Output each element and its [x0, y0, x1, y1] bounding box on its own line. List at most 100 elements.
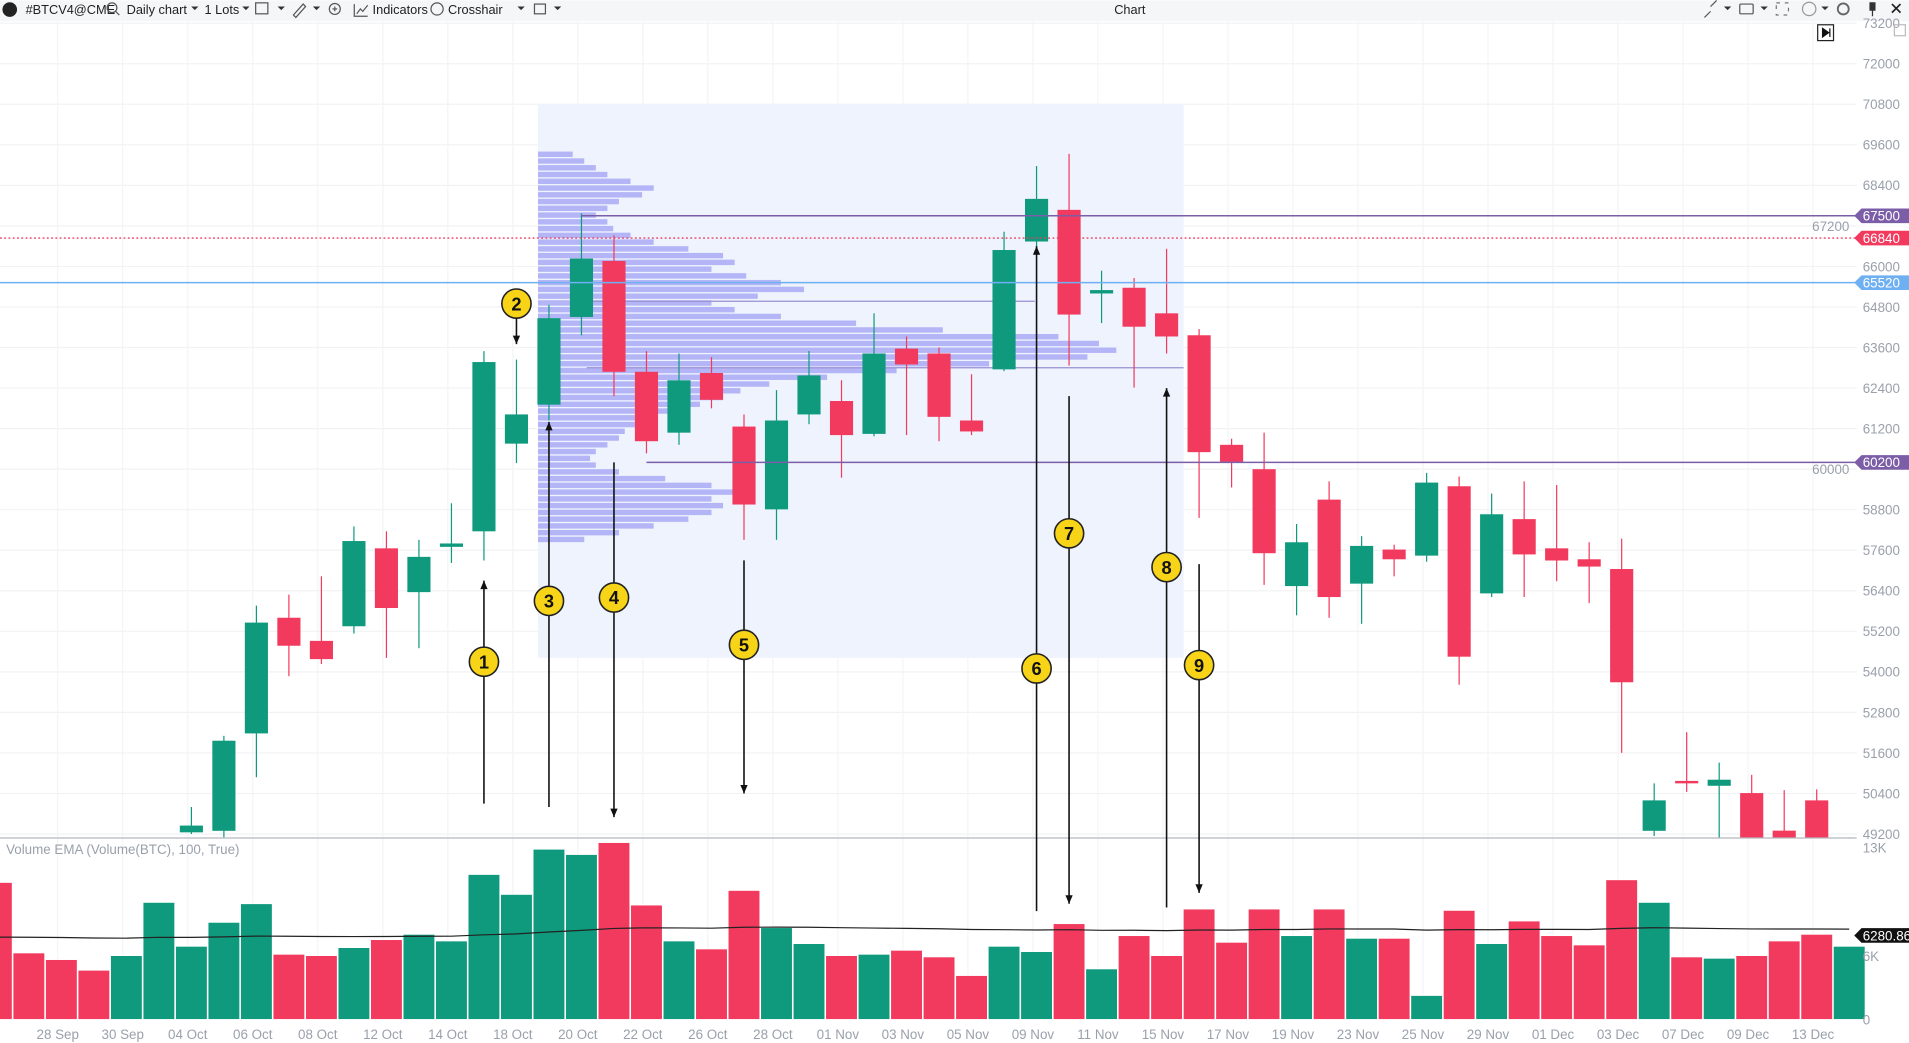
candle[interactable]	[504, 359, 529, 464]
chevron-down-icon[interactable]	[1723, 6, 1732, 11]
candle[interactable]	[667, 353, 691, 445]
indicators-button[interactable]: Indicators	[373, 2, 428, 17]
candle[interactable]	[115, 861, 138, 885]
candle[interactable]	[1545, 485, 1569, 582]
candle-body	[602, 260, 626, 372]
annotation-1: 1	[468, 580, 500, 804]
candle[interactable]	[1740, 774, 1764, 848]
candle[interactable]	[1382, 544, 1406, 577]
theme-circle-icon[interactable]	[1801, 1, 1817, 17]
candle[interactable]	[472, 351, 496, 561]
camera-icon[interactable]	[1739, 3, 1754, 15]
candle[interactable]	[829, 380, 854, 478]
candle[interactable]	[602, 235, 626, 397]
candle[interactable]	[1415, 472, 1439, 562]
candle[interactable]	[1024, 165, 1049, 251]
zoom-in-icon[interactable]	[328, 2, 341, 16]
candle-body	[862, 353, 886, 434]
volume-bar	[12, 952, 46, 1020]
candle[interactable]	[569, 213, 594, 336]
candle[interactable]	[634, 351, 659, 454]
candle[interactable]	[82, 858, 105, 885]
candle-body	[374, 548, 398, 609]
gear-icon[interactable]	[1836, 2, 1850, 16]
candle[interactable]	[244, 605, 268, 778]
candle[interactable]	[1090, 270, 1114, 324]
chevron-down-icon[interactable]	[312, 6, 321, 11]
window-title: Chart	[1114, 2, 1146, 17]
candle[interactable]	[537, 304, 561, 421]
candle[interactable]	[1187, 329, 1211, 518]
candle[interactable]	[309, 576, 333, 664]
candle[interactable]	[407, 539, 431, 649]
symbol-selector[interactable]: #BTCV4@CME	[26, 2, 116, 17]
candle[interactable]	[1707, 762, 1731, 841]
candle[interactable]	[374, 531, 398, 658]
candle[interactable]	[179, 806, 203, 835]
candle[interactable]	[1610, 538, 1634, 753]
candle[interactable]	[1577, 542, 1601, 604]
profile-bar	[538, 192, 643, 198]
candle[interactable]	[212, 735, 236, 838]
candle[interactable]	[894, 336, 919, 436]
price-tick-label: 64800	[1863, 300, 1900, 315]
candle[interactable]	[1838, 837, 1861, 864]
volume-bar	[955, 975, 988, 1020]
pencil-icon[interactable]	[292, 3, 307, 19]
candle[interactable]	[1480, 493, 1504, 598]
price-pane	[82, 103, 1861, 885]
volume-bar	[337, 947, 371, 1020]
search-icon[interactable]	[106, 2, 120, 16]
candle[interactable]	[1772, 790, 1796, 858]
candle[interactable]	[277, 594, 301, 677]
date-tick-label: 25 Nov	[1402, 1027, 1445, 1042]
chevron-down-icon[interactable]	[517, 6, 525, 11]
pin-icon[interactable]	[1869, 2, 1876, 17]
annotation-4: 4	[598, 462, 630, 818]
candle[interactable]	[862, 313, 886, 437]
lots-dropdown[interactable]: 1 Lots	[205, 2, 240, 17]
candle[interactable]	[959, 374, 984, 436]
candle-body	[1707, 779, 1731, 786]
toolbar-bg	[0, 0, 1909, 22]
chevron-down-icon[interactable]	[242, 6, 250, 11]
fit-scale-button[interactable]	[1893, 24, 1906, 37]
price-plot[interactable]: 1 2 3 4 5 6 7 8 9 73200 72000 70800 69600 68400 67200 6…	[0, 16, 1909, 1042]
candle[interactable]	[1350, 536, 1374, 624]
chevron-down-icon[interactable]	[191, 6, 199, 11]
volume-bar	[370, 939, 403, 1020]
candle[interactable]	[1512, 481, 1536, 598]
candle[interactable]	[1317, 481, 1341, 618]
candle[interactable]	[1252, 432, 1276, 585]
volume-bar	[1735, 955, 1768, 1020]
candle[interactable]	[732, 414, 756, 540]
candle[interactable]	[1122, 278, 1146, 388]
candle[interactable]	[1642, 783, 1666, 837]
candle[interactable]	[439, 503, 464, 563]
profile-bar	[538, 151, 573, 157]
candle[interactable]	[764, 390, 789, 540]
candle[interactable]	[1057, 153, 1081, 366]
candle[interactable]	[1285, 523, 1309, 616]
candle[interactable]	[927, 347, 951, 442]
crosshair-button[interactable]: Crosshair	[448, 2, 503, 17]
close-icon[interactable]	[1891, 3, 1902, 14]
chevron-down-icon[interactable]	[1821, 6, 1829, 11]
candle[interactable]	[1447, 476, 1471, 685]
chevron-down-icon[interactable]	[277, 6, 285, 11]
date-tick-label: 11 Nov	[1077, 1027, 1119, 1042]
windows-icon[interactable]	[533, 3, 547, 15]
candle[interactable]	[797, 351, 821, 425]
chart-type-icon[interactable]	[255, 2, 269, 15]
compress-icon[interactable]	[1704, 0, 1718, 18]
candle[interactable]	[342, 526, 366, 634]
chevron-down-icon[interactable]	[553, 6, 562, 11]
candle[interactable]	[699, 357, 724, 409]
candle[interactable]	[1675, 732, 1699, 792]
candle[interactable]	[1805, 789, 1829, 850]
chevron-down-icon[interactable]	[1760, 6, 1768, 11]
timeframe-dropdown[interactable]: Daily chart	[127, 2, 188, 17]
candle[interactable]	[992, 231, 1016, 372]
candle[interactable]	[1155, 248, 1179, 354]
